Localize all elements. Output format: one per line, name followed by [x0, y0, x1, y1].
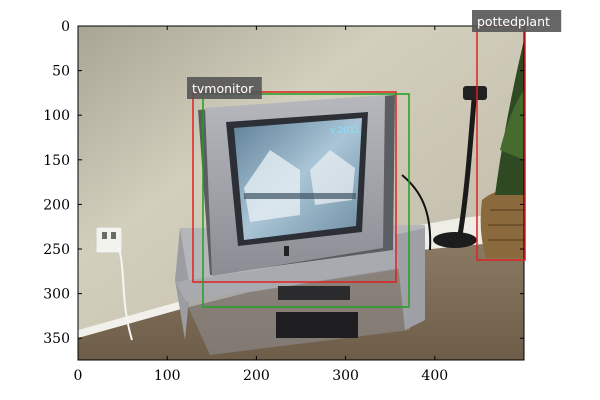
screen-horizon — [244, 193, 356, 199]
pot-weave — [488, 209, 524, 241]
y-tick-label: 0 — [61, 19, 70, 35]
plant-leaves-light — [500, 90, 524, 160]
vcr — [276, 312, 358, 338]
bbox-tv-green — [202, 93, 410, 308]
x-tick-label: 200 — [243, 368, 270, 384]
lamp-pole — [457, 99, 477, 236]
y-tick-label: 250 — [43, 242, 70, 258]
power-cord — [117, 244, 133, 341]
x-tick-label: 0 — [74, 368, 83, 384]
screen-mountain — [244, 150, 300, 222]
x-axis: 0 100 200 300 400 — [74, 26, 448, 384]
lamp-head — [463, 86, 487, 100]
photo: v.2011 — [78, 26, 524, 360]
y-tick-label: 350 — [43, 331, 70, 347]
plant-pot — [480, 189, 524, 258]
y-tick-label: 100 — [43, 108, 70, 124]
outlet-socket — [111, 232, 116, 239]
bbox-label-bg — [472, 10, 562, 32]
y-tick-label: 50 — [52, 64, 70, 80]
screen-text: v.2011 — [330, 126, 360, 136]
screen-mountain — [310, 150, 355, 205]
x-tick-label: 100 — [154, 368, 181, 384]
bbox-tv-red — [192, 91, 397, 283]
tv-button — [284, 246, 289, 256]
bbox-label-bg — [187, 77, 262, 99]
x-tick-label: 300 — [332, 368, 359, 384]
television: v.2011 — [198, 95, 395, 276]
detection-boxes: tvmonitor pottedplant — [187, 10, 562, 308]
cable — [401, 174, 432, 251]
y-tick-label: 200 — [43, 197, 70, 213]
x-tick-label: 400 — [421, 368, 448, 384]
y-tick-label: 300 — [43, 287, 70, 303]
bbox-label: tvmonitor — [192, 81, 254, 96]
wall-outlet — [95, 226, 123, 254]
bbox-label: pottedplant — [477, 14, 550, 29]
axes-frame — [77, 25, 525, 361]
potted-plant — [480, 40, 524, 258]
lamp-base — [433, 232, 477, 248]
dvd-player — [278, 286, 350, 300]
outlet-socket — [102, 232, 107, 239]
y-axis: 0 50 100 150 200 250 300 350 — [43, 19, 524, 347]
y-tick-label: 150 — [43, 153, 70, 169]
